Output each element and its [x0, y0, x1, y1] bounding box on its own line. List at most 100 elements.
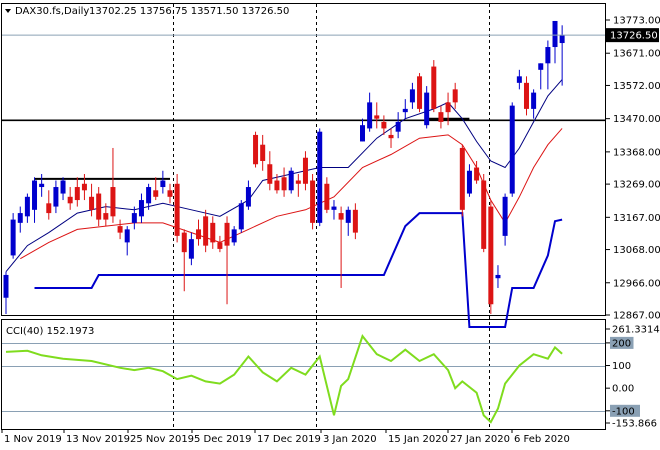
candle-body [552, 20, 558, 48]
candle-body [274, 180, 280, 191]
candle-28 [203, 209, 209, 253]
candle-body [388, 134, 394, 139]
candle-body [381, 121, 387, 129]
cci-axis: 261.3314 200 100 0.00 -100 -153.866 [606, 325, 660, 430]
candle-body [367, 102, 373, 129]
ohlc-values: 13702.25 13756.75 13571.50 13726.50 [89, 6, 289, 17]
candle-body [10, 219, 16, 256]
price-tick-label: 13269.00 [613, 180, 660, 191]
candle-30 [217, 235, 223, 253]
candle-body [516, 76, 522, 83]
candle-77 [552, 20, 558, 64]
candle-body [481, 180, 487, 249]
candle-21 [153, 177, 159, 201]
time-tick-label: 17 Dec 2019 [257, 434, 321, 445]
candle-58 [417, 73, 423, 113]
candle-6 [46, 190, 52, 220]
time-tick-label: 3 Jan 2020 [323, 434, 377, 445]
candle-41 [295, 174, 301, 197]
price-tick-label: 13368.00 [613, 147, 660, 158]
candle-15 [110, 147, 116, 223]
candle-body [153, 190, 159, 197]
candle-body [110, 187, 116, 217]
candle-31 [224, 216, 230, 305]
candle-50 [360, 118, 365, 142]
candle-body [46, 203, 52, 214]
candle-body [203, 216, 209, 246]
candle-55 [395, 112, 401, 139]
candle-body [509, 105, 515, 194]
candle-69 [495, 265, 501, 288]
candle-17 [124, 226, 130, 256]
time-tick-label: 15 Jan 2020 [388, 434, 448, 445]
candle-body [32, 180, 38, 210]
candle-9 [67, 187, 73, 210]
cci-tick-label: 100 [612, 361, 631, 372]
time-tick-label: 5 Dec 2019 [194, 434, 252, 445]
candle-body [495, 274, 501, 279]
candle-body [466, 170, 472, 194]
price-axis: 13773.00 13671.00 13572.00 13470.00 13368.00… [2, 16, 660, 322]
candle-body [89, 196, 95, 210]
candle-67 [481, 174, 487, 253]
candle-42 [302, 151, 308, 191]
cci-tick-label: 261.3314 [612, 325, 660, 336]
candle-25 [181, 229, 187, 292]
candle-57 [409, 82, 415, 109]
candle-36 [260, 134, 266, 171]
candle-body [402, 108, 408, 113]
candle-body [103, 213, 109, 220]
candle-body [81, 183, 87, 191]
cci-tick-label: -100 [612, 406, 635, 417]
candle-body [181, 232, 187, 253]
cci-tick-label: 0.00 [612, 384, 634, 395]
candle-66 [474, 160, 480, 184]
candle-body [53, 187, 59, 207]
candle-24 [174, 174, 180, 243]
candle-38 [274, 174, 280, 194]
price-tick-label: 12966.00 [613, 278, 660, 289]
candle-body [231, 229, 237, 243]
price-pane-frame [1, 3, 606, 316]
candle-72 [516, 69, 522, 90]
candle-10 [74, 177, 80, 207]
candle-body [131, 213, 137, 223]
candle-body [452, 89, 458, 103]
current-price-label: 13726.50 [610, 31, 658, 42]
candle-59 [424, 86, 430, 129]
candle-body [217, 242, 223, 249]
candle-4 [32, 177, 38, 223]
candle-body [138, 200, 144, 217]
candle-body [260, 144, 266, 161]
candle-45 [324, 177, 330, 214]
candle-body [60, 180, 66, 194]
candle-5 [39, 174, 45, 197]
candle-16 [117, 219, 123, 240]
candle-body [224, 222, 230, 246]
cci-pane-frame [1, 319, 606, 430]
candle-body [3, 274, 9, 298]
candle-8 [60, 177, 66, 201]
candle-body [445, 102, 451, 113]
candle-14 [103, 203, 109, 227]
candle-43 [310, 174, 316, 230]
candle-body [67, 196, 73, 204]
candle-body [317, 131, 323, 223]
time-tick-label: 27 Jan 2020 [450, 434, 510, 445]
candle-body [409, 89, 415, 103]
candle-body [167, 190, 173, 197]
candle-body [523, 82, 529, 109]
cci-header: CCI(40) 152.1973 [6, 326, 94, 337]
candle-body [295, 180, 301, 184]
price-tick-label: 13773.00 [613, 16, 660, 27]
candle-body [374, 115, 380, 119]
candle-body [117, 226, 123, 233]
candle-47 [338, 206, 344, 288]
candle-33 [238, 200, 244, 233]
time-tick-label: 25 Nov 2019 [130, 434, 194, 445]
candle-64 [459, 144, 465, 217]
symbol-dropdown-icon[interactable] [5, 9, 11, 13]
candle-body [502, 196, 508, 236]
candle-3 [24, 193, 30, 223]
